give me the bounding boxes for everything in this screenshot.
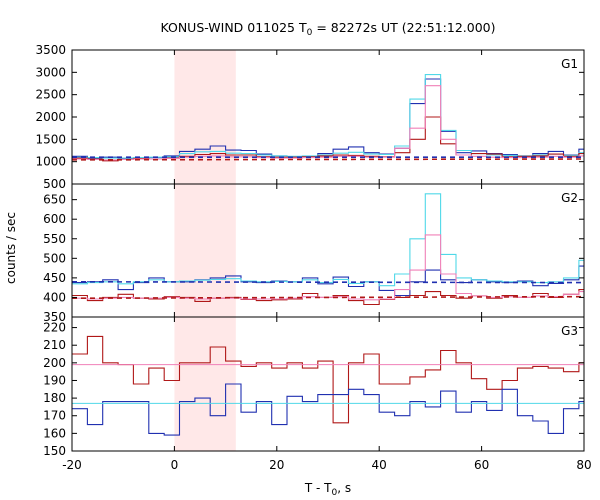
y-tick-label: 200 (43, 356, 66, 370)
title-rest: = 82272s UT (22:51:12.000) (312, 20, 495, 35)
x-tick-label: 40 (372, 458, 387, 472)
y-tick-label: 1000 (35, 155, 66, 169)
x-axis-label: T - T0, s (304, 481, 351, 498)
y-tick-label: 1500 (35, 132, 66, 146)
y-tick-label: 500 (43, 251, 66, 265)
y-tick-label: 600 (43, 212, 66, 226)
shaded-interval (174, 50, 236, 184)
series-blue-step (72, 78, 584, 160)
y-tick-label: 2500 (35, 88, 66, 102)
x-axis-label-main: T - T (304, 481, 332, 495)
panel-label: G2 (561, 191, 578, 205)
panel-label: G3 (561, 324, 578, 338)
y-tick-label: 220 (43, 321, 66, 335)
series-cyan-step (72, 74, 584, 159)
title-main: KONUS-WIND 011025 T (160, 20, 306, 35)
y-tick-label: 400 (43, 290, 66, 304)
x-tick-label: 0 (171, 458, 179, 472)
title-subscript: 0 (307, 28, 313, 38)
y-tick-label: 160 (43, 426, 66, 440)
panel-frame (71, 316, 585, 452)
y-tick-label: 550 (43, 232, 66, 246)
chart-title: KONUS-WIND 011025 T0 = 82272s UT (22:51:… (160, 20, 495, 38)
y-tick-label: 180 (43, 391, 66, 405)
shaded-interval (174, 184, 236, 317)
y-axis-label: counts / sec (4, 212, 18, 284)
y-tick-label: 3000 (35, 65, 66, 79)
panel-label: G1 (561, 57, 578, 71)
y-tick-label: 170 (43, 409, 66, 423)
x-tick-label: -20 (62, 458, 82, 472)
plot-area: 350030002500200015001000500G165060055050… (35, 43, 591, 472)
series-blue-step (72, 265, 584, 297)
y-tick-label: 190 (43, 373, 66, 387)
y-tick-label: 2000 (35, 110, 66, 124)
series-red-dashed (71, 158, 585, 161)
series-blue-step (72, 383, 584, 436)
y-tick-label: 450 (43, 271, 66, 285)
panel-g2: 650 600 550 500 450 400 350 G2 (43, 183, 585, 324)
panel-g3: 220 210 200 190 180 170 160 150 G3 (43, 316, 585, 458)
x-tick-label: 80 (576, 458, 591, 472)
x-tick-label: 60 (474, 458, 489, 472)
series-pink-step (72, 85, 584, 161)
panel-frame (71, 49, 585, 185)
series-blue-dashed (71, 280, 585, 284)
series-red-dashed (71, 295, 585, 300)
y-tick-label: 350 (43, 310, 66, 324)
y-tick-label: 650 (43, 193, 66, 207)
y-tick-label: 150 (43, 444, 66, 458)
y-tick-label: 210 (43, 338, 66, 352)
series-cyan-step (72, 193, 584, 287)
x-axis-label-subscript: 0 (332, 488, 338, 498)
x-axis-label-rest: , s (337, 481, 351, 495)
series-red-step (72, 335, 584, 424)
y-tick-label: 500 (43, 177, 66, 191)
x-tick-label: 20 (269, 458, 284, 472)
y-tick-label: 3500 (35, 43, 66, 57)
series-pink-step (72, 234, 584, 301)
panel-g1: 3500 3000 2500 2000 1500 1000 500 G1 (35, 43, 585, 191)
